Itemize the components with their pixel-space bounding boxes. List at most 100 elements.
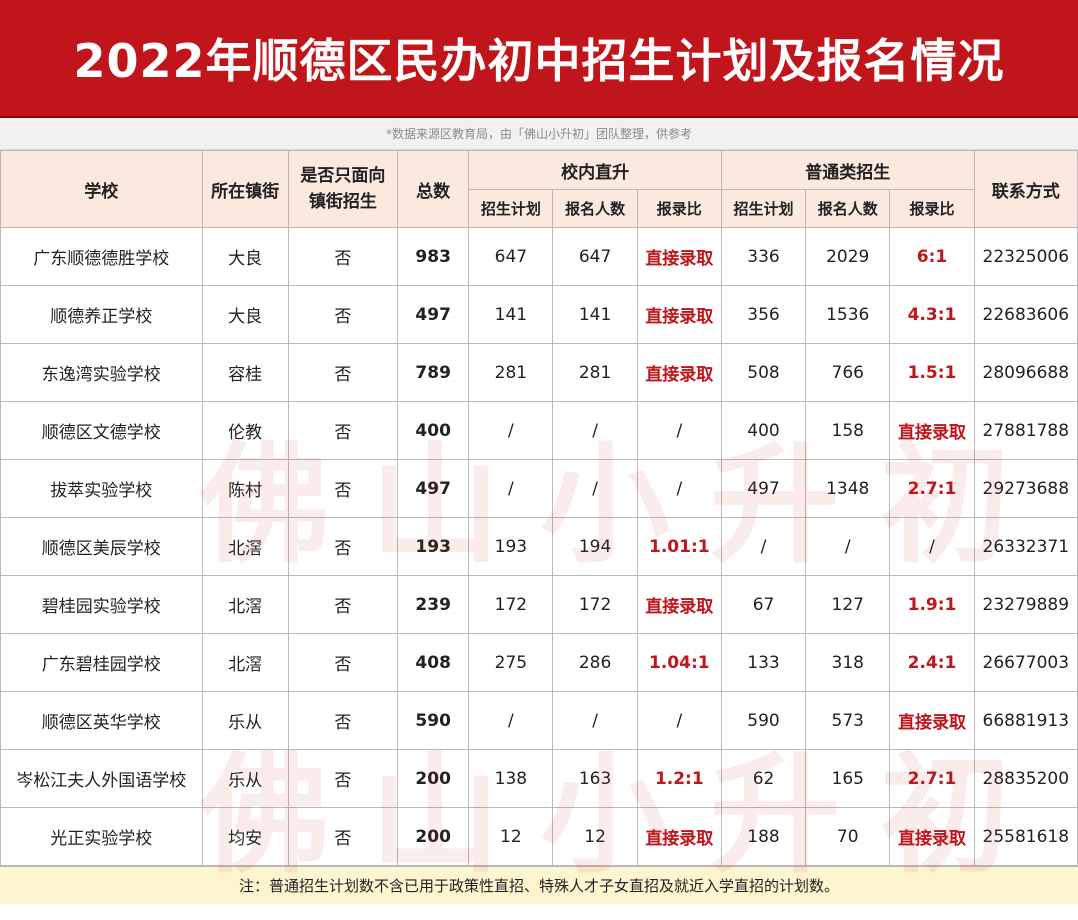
header-internal-ratio: 报录比 — [636, 189, 722, 228]
general-ratio-cell: / — [889, 517, 975, 576]
internal-plan-cell: 12 — [468, 807, 554, 866]
town-cell: 伦教 — [201, 401, 289, 460]
contact-cell: 28835200 — [973, 749, 1078, 808]
town-cell: 北滘 — [201, 575, 289, 634]
internal-plan-cell: 281 — [468, 343, 554, 402]
table-row: 碧桂园实验学校 北滘否 239 172 172 直接录取 67 127 1.9:1 2327988… — [0, 575, 1078, 634]
town-cell: 北滘 — [201, 633, 289, 692]
internal-applicants-cell: 286 — [552, 633, 638, 692]
contact-cell: 22325006 — [973, 227, 1078, 286]
total-cell: 983 — [397, 227, 470, 286]
general-applicants-cell: 1348 — [805, 459, 891, 518]
table-body: 广东顺德德胜学校 大良否 983 647 647 直接录取 336 2029 6:1 223250… — [0, 227, 1078, 866]
town-cell: 均安 — [201, 807, 289, 866]
total-cell: 193 — [397, 517, 470, 576]
general-ratio-cell: 4.3:1 — [889, 285, 975, 344]
contact-cell: 29273688 — [973, 459, 1078, 518]
table-row: 岑松江夫人外国语学校 乐从否 200 138 163 1.2:1 62 165 2.7:1 288… — [0, 749, 1078, 808]
town-cell: 乐从 — [201, 749, 289, 808]
local-only-cell: 否 — [287, 459, 399, 518]
town-cell: 陈村 — [201, 459, 289, 518]
local-only-cell: 否 — [287, 749, 399, 808]
general-plan-cell: 590 — [720, 691, 807, 750]
town-cell: 大良 — [201, 227, 289, 286]
general-plan-cell: 400 — [720, 401, 807, 460]
internal-applicants-cell: / — [552, 459, 638, 518]
internal-ratio-cell: 直接录取 — [636, 575, 722, 634]
school-cell: 顺德养正学校 — [0, 285, 203, 344]
total-cell: 200 — [397, 807, 470, 866]
table-row: 顺德区美辰学校 北滘否 193 193 194 1.01:1///26332371 — [0, 517, 1078, 576]
internal-ratio-cell: 1.04:1 — [636, 633, 722, 692]
general-applicants-cell: 2029 — [805, 227, 891, 286]
internal-ratio-cell: 直接录取 — [636, 227, 722, 286]
internal-applicants-cell: 12 — [552, 807, 638, 866]
internal-plan-cell: / — [468, 459, 554, 518]
contact-cell: 66881913 — [973, 691, 1078, 750]
general-plan-cell: 133 — [720, 633, 807, 692]
total-cell: 400 — [397, 401, 470, 460]
table-row: 顺德养正学校 大良否 497 141 141 直接录取 356 1536 4.3:1 226836… — [0, 285, 1078, 344]
general-ratio-cell: 直接录取 — [889, 807, 975, 866]
contact-cell: 26332371 — [973, 517, 1078, 576]
internal-ratio-cell: / — [636, 401, 722, 460]
table-area: 学校 所在镇街 是否只面向镇街招生 总数 校内直升 普通类招生 联系方式 招生计… — [0, 150, 1078, 891]
contact-cell: 28096688 — [973, 343, 1078, 402]
total-cell: 590 — [397, 691, 470, 750]
internal-applicants-cell: 281 — [552, 343, 638, 402]
total-cell: 239 — [397, 575, 470, 634]
school-cell: 东逸湾实验学校 — [0, 343, 203, 402]
internal-ratio-cell: 直接录取 — [636, 285, 722, 344]
local-only-cell: 否 — [287, 285, 399, 344]
header-internal-applicants: 报名人数 — [552, 189, 638, 228]
total-cell: 200 — [397, 749, 470, 808]
general-applicants-cell: 127 — [805, 575, 891, 634]
general-ratio-cell: 1.5:1 — [889, 343, 975, 402]
internal-plan-cell: 275 — [468, 633, 554, 692]
header-total: 总数 — [397, 150, 470, 228]
table-row: 顺德区英华学校 乐从否 590///590 573 直接录取 66881913 — [0, 691, 1078, 750]
internal-ratio-cell: 直接录取 — [636, 807, 722, 866]
school-cell: 碧桂园实验学校 — [0, 575, 203, 634]
table-row: 广东碧桂园学校 北滘否 408 275 286 1.04:1 133 318 2.4:1 2667… — [0, 633, 1078, 692]
general-ratio-cell: 1.9:1 — [889, 575, 975, 634]
header-local-only: 是否只面向镇街招生 — [287, 150, 399, 228]
internal-plan-cell: / — [468, 401, 554, 460]
general-plan-cell: 497 — [720, 459, 807, 518]
contact-cell: 23279889 — [973, 575, 1078, 634]
enrollment-table: 学校 所在镇街 是否只面向镇街招生 总数 校内直升 普通类招生 联系方式 招生计… — [0, 150, 1078, 866]
local-only-cell: 否 — [287, 633, 399, 692]
general-applicants-cell: / — [805, 517, 891, 576]
internal-applicants-cell: 163 — [552, 749, 638, 808]
local-only-cell: 否 — [287, 575, 399, 634]
internal-plan-cell: / — [468, 691, 554, 750]
contact-cell: 26677003 — [973, 633, 1078, 692]
local-only-cell: 否 — [287, 517, 399, 576]
total-cell: 789 — [397, 343, 470, 402]
local-only-cell: 否 — [287, 343, 399, 402]
header-general-applicants: 报名人数 — [805, 189, 891, 228]
header-town: 所在镇街 — [201, 150, 289, 228]
internal-ratio-cell: / — [636, 691, 722, 750]
table-row: 光正实验学校 均安否 200 12 12 直接录取 188 70 直接录取 25581618 — [0, 807, 1078, 866]
general-ratio-cell: 6:1 — [889, 227, 975, 286]
general-applicants-cell: 158 — [805, 401, 891, 460]
school-cell: 顺德区英华学校 — [0, 691, 203, 750]
local-only-cell: 否 — [287, 401, 399, 460]
internal-applicants-cell: 172 — [552, 575, 638, 634]
internal-applicants-cell: 141 — [552, 285, 638, 344]
table-row: 顺德区文德学校 伦教否 400///400 158 直接录取 27881788 — [0, 401, 1078, 460]
school-cell: 顺德区美辰学校 — [0, 517, 203, 576]
general-ratio-cell: 2.4:1 — [889, 633, 975, 692]
general-ratio-cell: 直接录取 — [889, 401, 975, 460]
contact-cell: 25581618 — [973, 807, 1078, 866]
footer-note: 注：普通招生计划数不含已用于政策性直招、特殊人才子女直招及就近入学直招的计划数。 — [0, 866, 1078, 904]
internal-ratio-cell: / — [636, 459, 722, 518]
town-cell: 乐从 — [201, 691, 289, 750]
general-applicants-cell: 766 — [805, 343, 891, 402]
header-general-plan: 招生计划 — [720, 189, 807, 228]
school-cell: 顺德区文德学校 — [0, 401, 203, 460]
header-internal: 校内直升 — [468, 150, 722, 190]
general-plan-cell: 188 — [720, 807, 807, 866]
internal-ratio-cell: 1.01:1 — [636, 517, 722, 576]
